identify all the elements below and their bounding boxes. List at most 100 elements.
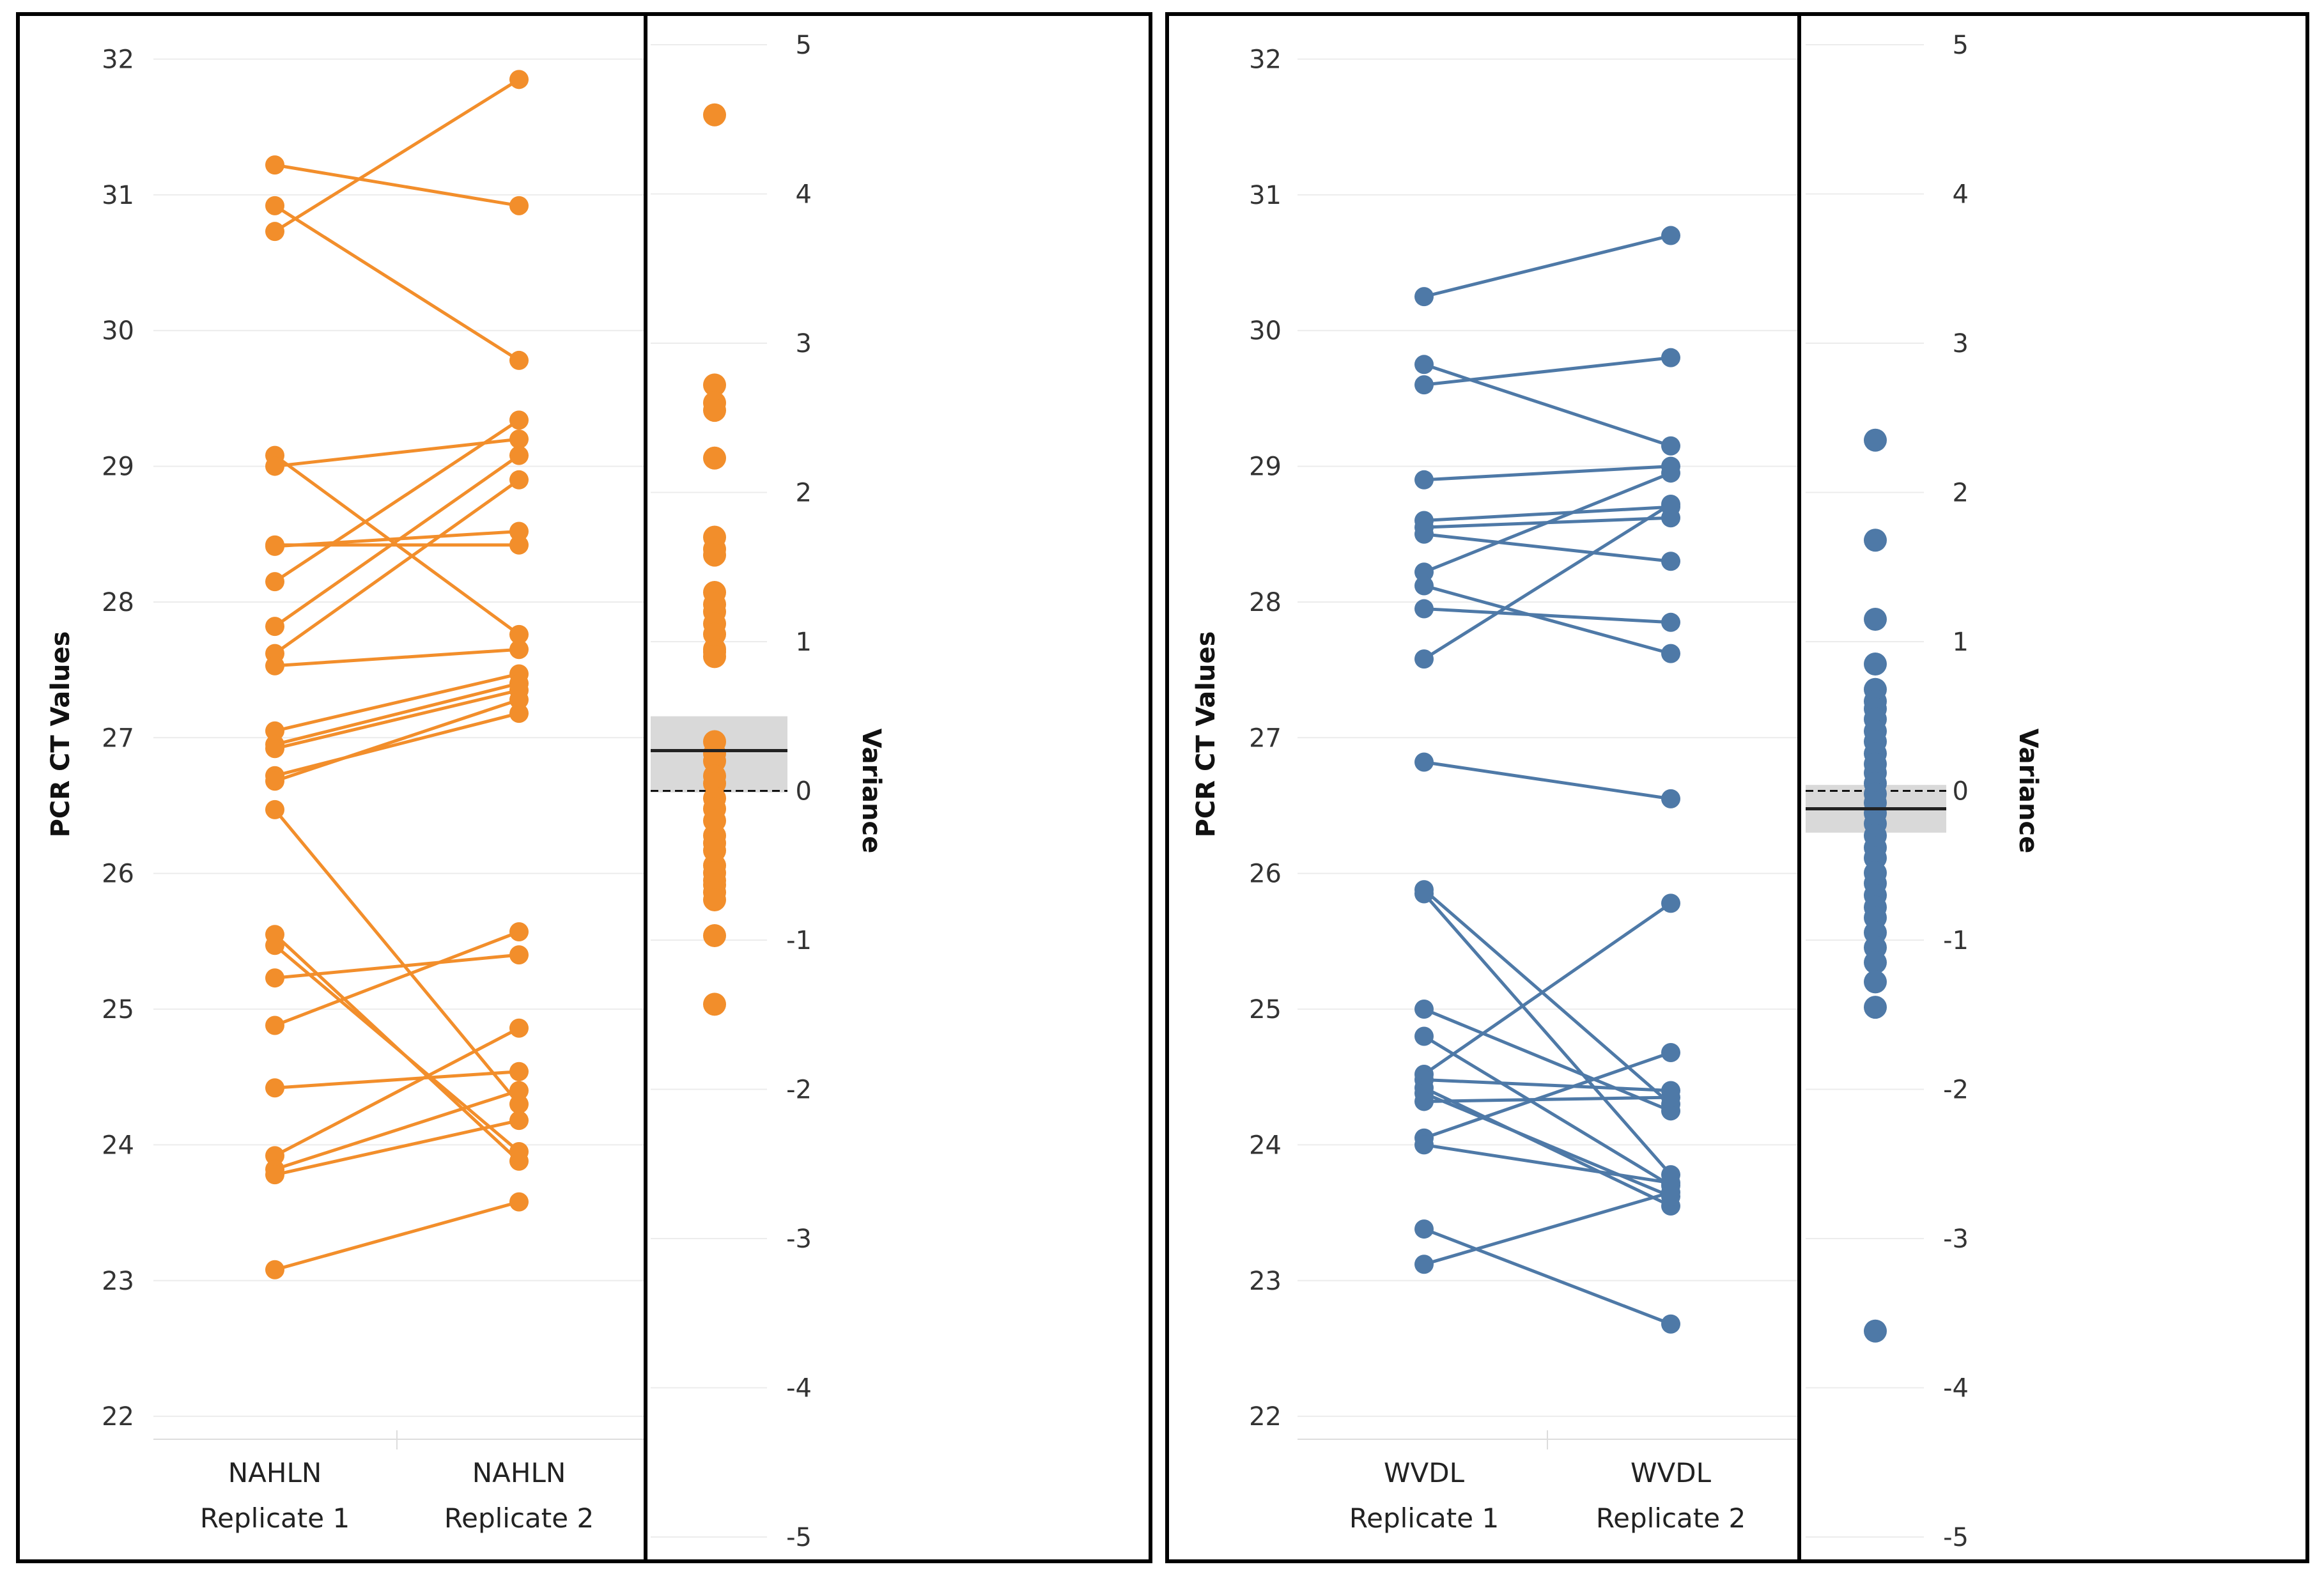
replicate-2-point [509, 640, 529, 660]
variance-tick-label: -4 [1943, 1374, 1969, 1403]
replicate-1-point [1414, 375, 1434, 395]
variance-tick-label: 5 [1953, 31, 1969, 60]
variance-axis-title: Variance [856, 729, 886, 854]
variance-tick-label: 3 [1953, 329, 1969, 359]
replicate-1-point [265, 771, 284, 791]
replicate-2-point [509, 1111, 529, 1131]
slope-line [274, 711, 520, 778]
variance-point [1864, 653, 1887, 676]
slope-line [274, 163, 520, 208]
slope-line [274, 1026, 520, 1157]
variance-tick-label: -1 [1943, 926, 1969, 955]
replicate-2-point [509, 70, 529, 89]
slope-line [1423, 892, 1672, 1176]
slope-line [274, 419, 520, 583]
slope-line [1423, 502, 1672, 661]
replicate-1-point [1414, 287, 1434, 307]
slope-line [1423, 1095, 1671, 1103]
replicate-2-point [509, 521, 529, 541]
slope-line [1423, 362, 1671, 448]
replicate-1-point [265, 617, 284, 637]
y-tick-label: 31 [102, 181, 134, 210]
y-tick-label: 32 [1249, 45, 1282, 74]
replicate-2-point [509, 196, 529, 215]
replicate-1-point [1414, 1000, 1434, 1019]
panel-frame [16, 12, 1152, 1563]
y-tick-label: 23 [102, 1267, 134, 1296]
replicate-1-point [265, 196, 284, 215]
x-category-label: NAHLN [228, 1457, 322, 1488]
slope-line [1423, 1086, 1672, 1208]
variance-point [703, 103, 726, 127]
x-category-label: WVDL [1631, 1457, 1712, 1488]
replicate-2-point [509, 429, 529, 449]
variance-point [1864, 1319, 1887, 1343]
replicate-2-point [509, 410, 529, 430]
slope-line [274, 78, 520, 233]
slope-line [1423, 761, 1671, 801]
y-axis-title: PCR CT Values [46, 631, 75, 838]
replicate-1-point [1414, 884, 1434, 904]
variance-tick-label: 0 [1953, 777, 1969, 807]
slope-line [1423, 1051, 1671, 1140]
replicate-1-point [265, 222, 284, 242]
replicate-1-point [265, 572, 284, 592]
y-axis-title: PCR CT Values [1191, 631, 1221, 838]
y-tick-label: 31 [1249, 181, 1282, 210]
y-tick-label: 24 [1249, 1131, 1282, 1160]
variance-tick-label: -2 [1943, 1076, 1969, 1105]
replicate-1-point [265, 739, 284, 759]
replicate-1-point [1414, 562, 1434, 582]
slope-line [274, 437, 520, 468]
replicate-2-point [1661, 495, 1680, 514]
replicate-1-point [265, 1146, 284, 1166]
replicate-1-point [1414, 1219, 1434, 1239]
replicate-2-point [1661, 789, 1680, 808]
replicate-1-point [265, 536, 284, 556]
replicate-2-point [509, 1081, 529, 1101]
slope-line [274, 204, 520, 362]
slope-line [1423, 1007, 1671, 1113]
replicate-2-point [1661, 1043, 1680, 1063]
variance-tick-label: -3 [1943, 1224, 1969, 1254]
replicate-2-point [1661, 508, 1680, 528]
y-tick-label: 22 [1249, 1402, 1282, 1432]
y-tick-label: 22 [102, 1402, 134, 1432]
replicate-1-point [265, 1165, 284, 1185]
replicate-2-point [1661, 436, 1680, 456]
slope-line [1423, 1191, 1671, 1266]
slope-line [274, 647, 520, 668]
y-tick-label: 26 [1249, 860, 1282, 889]
replicate-2-point [509, 470, 529, 490]
variance-tick-label: -5 [1943, 1523, 1969, 1552]
slope-line [274, 930, 520, 1027]
slope-line [274, 688, 520, 750]
variance-point [703, 888, 726, 911]
replicate-2-point [509, 690, 529, 709]
x-category-label: Replicate 1 [1349, 1503, 1499, 1534]
replicate-2-point [1661, 1182, 1680, 1202]
variance-tick-label: 4 [1953, 180, 1969, 210]
slope-line [274, 1070, 520, 1090]
replicate-1-point [1414, 1026, 1434, 1046]
replicate-2-point [509, 1062, 529, 1081]
y-tick-label: 25 [102, 995, 134, 1024]
variance-tick-label: 5 [796, 31, 812, 60]
panel-frame [1165, 12, 2309, 1563]
replicate-2-point [509, 350, 529, 370]
replicate-1-point [1414, 599, 1434, 619]
replicate-2-point [509, 922, 529, 941]
variance-tick-label: 2 [796, 479, 812, 508]
replicate-1-point [265, 155, 284, 175]
slope-line [1423, 1143, 1671, 1185]
y-tick-label: 30 [1249, 316, 1282, 346]
x-category-label: Replicate 1 [200, 1503, 350, 1534]
replicate-1-point [1414, 1092, 1434, 1111]
replicate-2-point [1661, 552, 1680, 571]
slope-line [1423, 888, 1672, 1106]
slope-line [1423, 234, 1671, 298]
slope-line [274, 530, 520, 548]
replicate-1-point [265, 1260, 284, 1279]
replicate-2-point [509, 1192, 529, 1212]
slope-line [1423, 584, 1671, 656]
